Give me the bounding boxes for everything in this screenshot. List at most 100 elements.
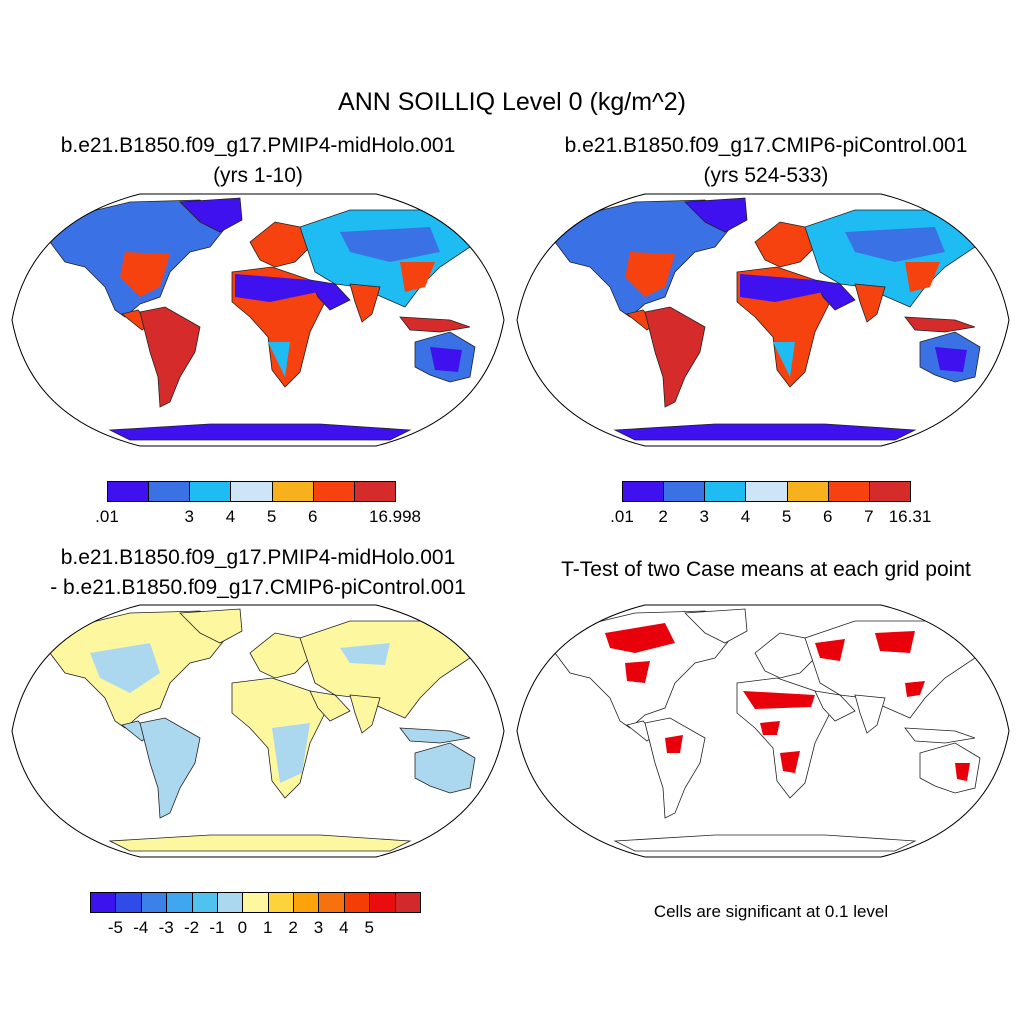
colorbar-label: 6 (307, 507, 318, 526)
panel1-title-line2: (yrs 1-10) (213, 164, 303, 187)
panel2-title-line2: (yrs 524-533) (703, 164, 829, 187)
panel2-colorbar: .01 2 3 4 5 6 7 16.31 (610, 481, 931, 531)
panel2-map (516, 193, 1010, 447)
p2-australia-interior (935, 347, 967, 372)
colorbar-box (166, 892, 193, 913)
colorbar-box (353, 481, 396, 502)
p1-south-africa (268, 342, 290, 377)
p3-antarctica (109, 834, 411, 852)
colorbar-label: .01 (95, 507, 119, 526)
colorbar-box (343, 892, 371, 913)
colorbar-label: -1 (209, 918, 225, 937)
colorbar-box (90, 892, 117, 913)
colorbar-label: 4 (225, 507, 236, 526)
colorbar-box (115, 892, 142, 913)
colorbar-box (704, 481, 747, 502)
p1-east-us (120, 252, 170, 297)
colorbar-box (191, 892, 218, 913)
colorbar-box (622, 481, 665, 502)
p3-canada-patch (90, 643, 160, 693)
p1-new-zealand (479, 377, 489, 393)
p2-siberia (845, 227, 945, 262)
p3-south-america (139, 717, 201, 819)
p2-sahara (740, 274, 823, 302)
panel1-colorbar: .01 3 4 5 6 16.998 (95, 481, 421, 531)
colorbar-box (148, 481, 191, 502)
panel2-title: b.e21.B1850.f09_g17.CMIP6-piControl.001 … (508, 131, 1024, 191)
p1-east-asia (400, 262, 435, 292)
p2-south-america (644, 306, 706, 408)
p2-new-zealand (984, 377, 994, 393)
significance-note: Cells are significant at 0.1 level (653, 902, 889, 921)
colorbar-label: 6 (822, 507, 833, 526)
colorbar-box (189, 481, 232, 502)
panel1-title: b.e21.B1850.f09_g17.PMIP4-midHolo.001 (y… (0, 131, 516, 191)
panel1-title-line1: b.e21.B1850.f09_g17.PMIP4-midHolo.001 (60, 134, 456, 157)
colorbar-box (293, 892, 320, 913)
panel1-map (11, 193, 505, 447)
p2-south-africa (773, 342, 795, 377)
colorbar-label: 3 (184, 507, 195, 526)
panel3-colorbar: -5 -4 -3 -2 -1 0 1 2 3 4 5 (90, 892, 421, 942)
p1-india (349, 283, 381, 323)
colorbar-box (827, 481, 870, 502)
colorbar-label: 5 (364, 918, 374, 937)
p2-east-us (625, 252, 675, 297)
p1-australia-interior (430, 347, 462, 372)
p1-se-asia (399, 316, 471, 333)
colorbar-box (663, 481, 706, 502)
colorbar-label: 5 (266, 507, 277, 526)
p3-se-asia (399, 727, 471, 744)
colorbar-label: 4 (740, 507, 751, 526)
figure-title: ANN SOILLIQ Level 0 (kg/m^2) (338, 88, 686, 116)
colorbar-label: .01 (610, 507, 634, 526)
colorbar-box (271, 481, 314, 502)
p1-south-america (139, 306, 201, 408)
colorbar-box (140, 892, 168, 913)
colorbar-label: 7 (864, 507, 874, 526)
p1-siberia (340, 227, 440, 262)
colorbar-box (230, 481, 273, 502)
p4-india (854, 694, 886, 734)
p1-antarctica (109, 423, 411, 441)
panel2-title-line1: b.e21.B1850.f09_g17.CMIP6-piControl.001 (564, 134, 968, 157)
p3-india (349, 694, 381, 734)
p3-siberia-patch (340, 643, 390, 665)
colorbar-box (107, 481, 150, 502)
p4-new-zealand (984, 788, 994, 804)
colorbar-box (242, 892, 269, 913)
panel3-title-line1: b.e21.B1850.f09_g17.PMIP4-midHolo.001 (60, 546, 456, 569)
p4-globe-outline (516, 604, 1010, 858)
colorbar-label: -4 (133, 918, 149, 937)
colorbar-box (369, 892, 396, 913)
colorbar-label: -5 (107, 918, 123, 937)
p1-globe-outline (11, 193, 505, 447)
colorbar-box (786, 481, 829, 502)
p3-new-zealand (479, 788, 489, 804)
p1-sahara (235, 274, 318, 302)
colorbar-label: 3 (699, 507, 710, 526)
panel4-map (516, 604, 1010, 858)
colorbar-label: -2 (183, 918, 200, 937)
p4-se-asia (904, 727, 976, 744)
p4-australia (919, 742, 981, 794)
panel3-title: b.e21.B1850.f09_g17.PMIP4-midHolo.001 - … (0, 543, 516, 603)
p3-australia (414, 742, 476, 794)
colorbar-label: 16.31 (888, 507, 932, 526)
colorbar-box (318, 892, 345, 913)
p2-east-asia (905, 262, 940, 292)
colorbar-label: 5 (781, 507, 792, 526)
panel4-title: T-Test of two Case means at each grid po… (561, 558, 971, 581)
p2-se-asia (904, 316, 976, 333)
p4-antarctica (614, 834, 916, 852)
p3-south-africa-patch (272, 723, 310, 783)
p2-india (854, 283, 886, 323)
p4-south-america (644, 717, 706, 819)
colorbar-label: 16.998 (369, 507, 421, 526)
colorbar-label: 2 (658, 507, 668, 526)
panel3-title-line2: - b.e21.B1850.f09_g17.CMIP6-piControl.00… (50, 576, 466, 599)
colorbar-box (394, 892, 421, 913)
colorbar-label: 4 (339, 918, 349, 937)
p2-globe-outline (516, 193, 1010, 447)
colorbar-box (312, 481, 355, 502)
